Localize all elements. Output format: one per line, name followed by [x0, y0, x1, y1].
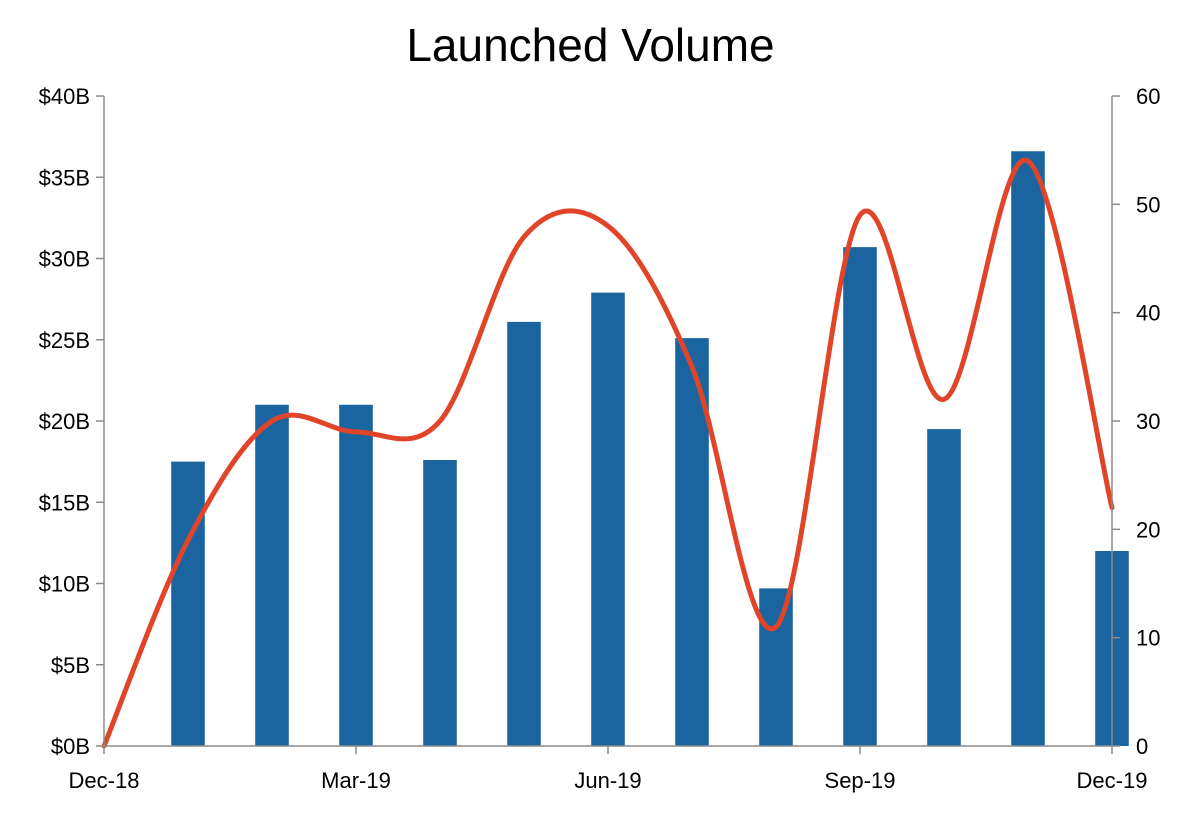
bar-Aug-19	[759, 588, 793, 746]
line-layer	[101, 157, 1115, 749]
bar-Oct-19	[927, 429, 961, 746]
left-tick-label: $20B	[39, 409, 90, 434]
x-tick-label: Dec-19	[1077, 768, 1148, 793]
line-series	[101, 157, 1115, 749]
bar-Jan-19	[171, 461, 205, 746]
left-tick-label: $10B	[39, 572, 90, 597]
x-axis-ticks: Dec-18 Mar-19 Jun-19 Sep-19 Dec-19	[69, 746, 1148, 793]
bar-Mar-19	[339, 404, 373, 746]
x-tick-label: Mar-19	[321, 768, 391, 793]
left-tick-label: $15B	[39, 490, 90, 515]
right-tick-label: 50	[1136, 192, 1160, 217]
right-tick-label: 10	[1136, 626, 1160, 651]
x-tick-label: Dec-18	[69, 768, 140, 793]
left-tick-label: $40B	[39, 84, 90, 109]
right-tick-label: 60	[1136, 84, 1160, 109]
bar-Apr-19	[423, 460, 457, 746]
left-tick-label: $35B	[39, 165, 90, 190]
right-tick-label: 40	[1136, 301, 1160, 326]
x-tick-label: Sep-19	[825, 768, 896, 793]
bar-Jun-19	[591, 292, 625, 746]
left-tick-label: $0B	[51, 734, 90, 759]
x-tick-label: Jun-19	[574, 768, 641, 793]
bars-layer	[171, 151, 1129, 746]
bar-May-19	[507, 321, 541, 746]
left-axis-ticks: $0B $5B $10B $15B $20B $25B $30B $35B $40B	[39, 84, 104, 759]
bar-Nov-19	[1011, 151, 1045, 746]
bar-Sep-19	[843, 247, 877, 746]
right-tick-label: 30	[1136, 409, 1160, 434]
right-axis-ticks: 0 10 20 30 40 50 60	[1112, 84, 1160, 759]
left-tick-label: $30B	[39, 247, 90, 272]
chart-title: Launched Volume	[406, 19, 775, 71]
right-tick-label: 0	[1136, 734, 1148, 759]
left-tick-label: $25B	[39, 328, 90, 353]
left-tick-label: $5B	[51, 653, 90, 678]
right-tick-label: 20	[1136, 517, 1160, 542]
bar-Feb-19	[255, 404, 289, 746]
